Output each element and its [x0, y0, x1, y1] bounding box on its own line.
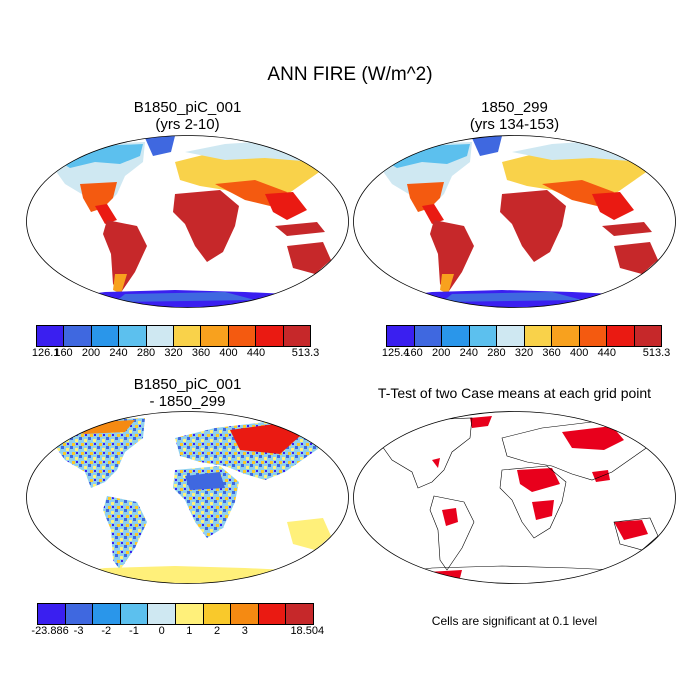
map-panel-1: [25, 134, 350, 309]
colorbar-swatches-1: [36, 325, 312, 347]
panel-1-title: B1850_piC_001 (yrs 2-10): [25, 99, 350, 133]
main-title: ANN FIRE (W/m^2): [267, 64, 433, 85]
colorbar-swatch: [579, 325, 607, 347]
colorbar-swatch: [283, 325, 312, 347]
colorbar-tick-label: 0: [158, 625, 165, 637]
colorbar-tick-label: 160: [404, 347, 423, 359]
colorbar-labels-1: 126.1 160 200 240 280 320 360 400 440 513.3: [32, 347, 319, 361]
colorbar-tick-label: 18.504: [290, 625, 325, 637]
panel-4-title: T-Test of two Case means at each grid po…: [377, 385, 652, 401]
colorbar-panel-3: -23.886 -3 -2 -1 0 1 2 3 18.504: [31, 603, 324, 639]
colorbar-tick-label: -1: [129, 625, 139, 637]
significance-note: Cells are significant at 0.1 level: [431, 614, 598, 628]
colorbar-tick-label: 360: [191, 347, 211, 359]
panel-2-title: 1850_299 (yrs 134-153): [352, 99, 677, 133]
colorbar-swatch: [442, 325, 470, 347]
colorbar-tick-label: 320: [514, 347, 534, 359]
colorbar-swatch: [258, 603, 287, 625]
colorbar-tick-label: 240: [459, 347, 478, 359]
colorbar-swatch: [37, 603, 66, 625]
panel-3-title-line1: B1850_piC_001: [133, 376, 242, 393]
colorbar-tick-label: 200: [81, 347, 101, 359]
colorbar-tick-label: 513.3: [291, 347, 320, 359]
colorbar-tick-label: 320: [164, 347, 183, 359]
colorbar-swatch: [607, 325, 635, 347]
panel-1-title-line1: B1850_piC_001: [133, 99, 242, 116]
colorbar-swatches-2: [386, 325, 662, 347]
colorbar-swatch: [386, 325, 415, 347]
colorbar-tick-label: -3: [73, 625, 84, 637]
colorbar-swatch: [119, 325, 147, 347]
colorbar-tick-label: 3: [241, 625, 248, 637]
colorbar-tick-label: 240: [109, 347, 128, 359]
colorbar-tick-label: 440: [246, 347, 266, 359]
colorbar-tick-label: 160: [54, 347, 73, 359]
colorbar-tick-label: 1: [186, 625, 193, 637]
land-fill-panel-2: [367, 136, 662, 308]
colorbar-swatch: [231, 603, 259, 625]
colorbar-swatch: [469, 325, 497, 347]
colorbar-swatch: [120, 603, 149, 625]
colorbar-tick-label: -23.886: [31, 625, 69, 637]
map-panel-2: [352, 134, 677, 309]
panel-1-title-line2: (yrs 2-10): [155, 116, 220, 133]
colorbar-swatch: [146, 325, 175, 347]
colorbar-tick-label: 126.1: [31, 347, 60, 359]
colorbar-swatches-3: [37, 603, 314, 625]
colorbar-swatch: [286, 603, 314, 625]
colorbar-swatch: [175, 603, 204, 625]
colorbar-swatch: [91, 325, 120, 347]
colorbar-swatch: [414, 325, 442, 347]
panel-3-title: B1850_piC_001 - 1850_299: [25, 376, 350, 410]
colorbar-swatch: [497, 325, 525, 347]
colorbar-tick-label: 280: [487, 347, 506, 359]
colorbar-tick-label: 2: [213, 625, 221, 637]
colorbar-swatch: [524, 325, 552, 347]
colorbar-tick-label: 280: [136, 347, 156, 359]
colorbar-swatch: [203, 603, 232, 625]
colorbar-panel-2: 125.4 160 200 240 280 320 360 400 440 513.3: [382, 325, 670, 361]
colorbar-swatch: [552, 325, 580, 347]
colorbar-swatch: [36, 325, 65, 347]
colorbar-tick-label: 400: [570, 347, 589, 359]
colorbar-tick-label: 360: [542, 347, 561, 359]
map-panel-3: [25, 410, 350, 585]
colorbar-swatch: [256, 325, 284, 347]
colorbar-labels-2: 125.4 160 200 240 280 320 360 400 440 513.3: [382, 347, 670, 361]
colorbar-swatch: [201, 325, 229, 347]
colorbar-tick-label: 400: [219, 347, 238, 359]
panel-3-title-line2: - 1850_299: [149, 393, 226, 410]
colorbar-tick-label: -2: [101, 625, 112, 637]
colorbar-tick-label: 125.4: [381, 347, 410, 359]
colorbar-swatch: [148, 603, 176, 625]
colorbar-tick-label: 200: [432, 347, 451, 359]
colorbar-swatch: [65, 603, 94, 625]
map-panel-4: [352, 410, 677, 585]
colorbar-swatch: [634, 325, 662, 347]
panel-2-title-line1: 1850_299: [481, 99, 548, 116]
colorbar-tick-label: 440: [597, 347, 616, 359]
colorbar-labels-3: -23.886 -3 -2 -1 0 1 2 3 18.504: [31, 625, 324, 639]
colorbar-swatch: [174, 325, 202, 347]
panel-2-title-line2: (yrs 134-153): [469, 116, 560, 133]
colorbar-swatch: [64, 325, 92, 347]
colorbar-panel-1: 126.1 160 200 240 280 320 360 400 440 513.3: [32, 325, 319, 361]
colorbar-swatch: [93, 603, 121, 625]
colorbar-swatch: [228, 325, 257, 347]
colorbar-tick-label: 513.3: [642, 347, 671, 359]
land-fill-panel-1: [40, 136, 335, 308]
